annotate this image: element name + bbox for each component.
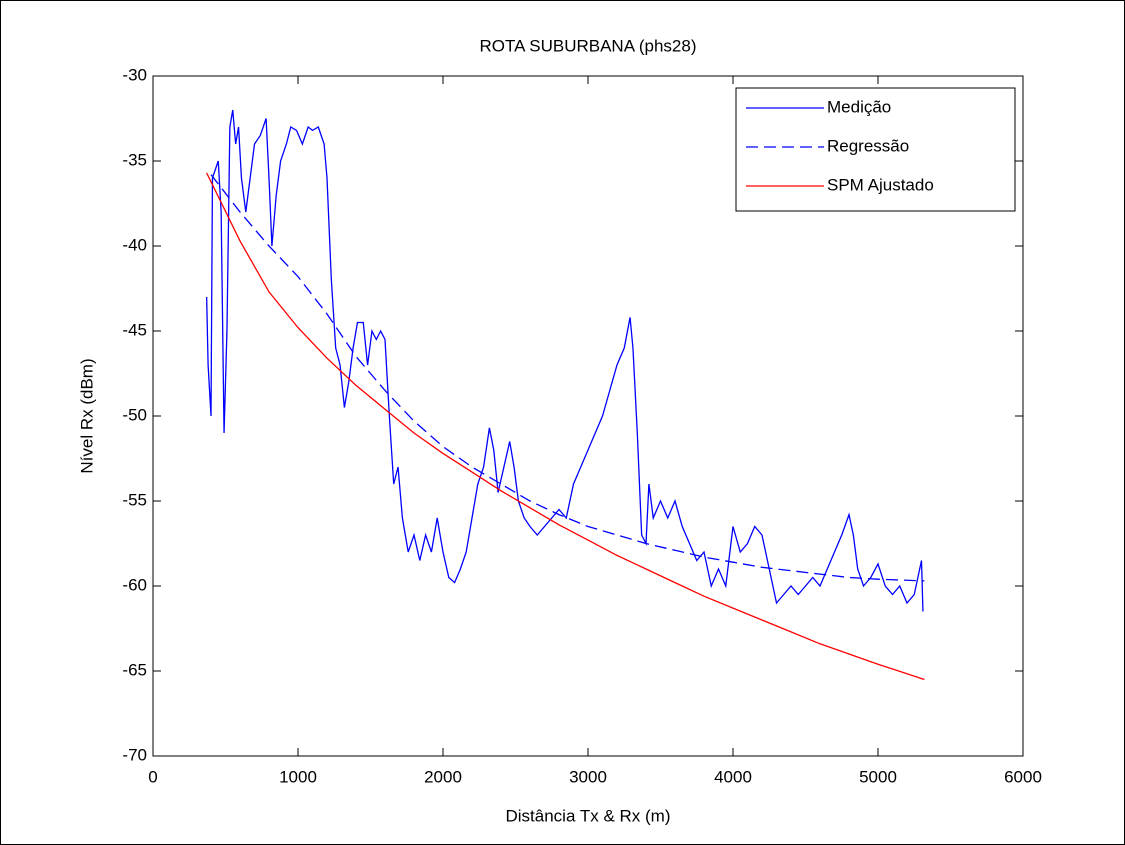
y-tick-label: -60	[122, 575, 147, 594]
x-tick-label: 6000	[1004, 767, 1042, 786]
x-tick-label: 3000	[569, 767, 607, 786]
x-tick-label: 2000	[424, 767, 462, 786]
y-tick-label: -65	[122, 660, 147, 679]
y-axis-label: Nível Rx (dBm)	[77, 358, 96, 473]
series-line	[210, 174, 925, 582]
y-tick-label: -30	[122, 65, 147, 84]
x-axis-label: Distância Tx & Rx (m)	[506, 806, 671, 825]
series-line	[206, 172, 925, 681]
legend-label: Medição	[827, 97, 891, 116]
series-line	[206, 109, 924, 612]
y-tick-label: -55	[122, 490, 147, 509]
x-tick-label: 0	[148, 767, 157, 786]
legend-label: Regressão	[827, 136, 909, 155]
y-tick-label: -35	[122, 150, 147, 169]
y-tick-label: -45	[122, 320, 147, 339]
y-tick-label: -70	[122, 745, 147, 764]
y-tick-label: -50	[122, 405, 147, 424]
chart-title: ROTA SUBURBANA (phs28)	[480, 36, 697, 55]
y-tick-label: -40	[122, 235, 147, 254]
x-tick-label: 1000	[279, 767, 317, 786]
x-tick-label: 5000	[859, 767, 897, 786]
legend-label: SPM Ajustado	[827, 175, 934, 194]
x-tick-label: 4000	[714, 767, 752, 786]
